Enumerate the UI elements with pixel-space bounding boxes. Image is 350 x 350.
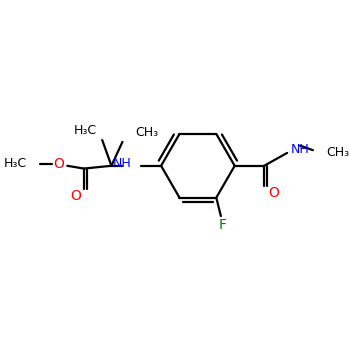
- Text: F: F: [219, 218, 227, 232]
- Text: NH: NH: [291, 143, 309, 156]
- Text: O: O: [268, 187, 279, 201]
- Text: CH₃: CH₃: [135, 126, 159, 139]
- Text: NH: NH: [113, 158, 132, 170]
- Text: H₃C: H₃C: [74, 124, 97, 137]
- Text: O: O: [54, 157, 64, 171]
- Text: O: O: [70, 189, 81, 203]
- Text: CH₃: CH₃: [326, 146, 349, 159]
- Text: H₃C: H₃C: [4, 156, 27, 169]
